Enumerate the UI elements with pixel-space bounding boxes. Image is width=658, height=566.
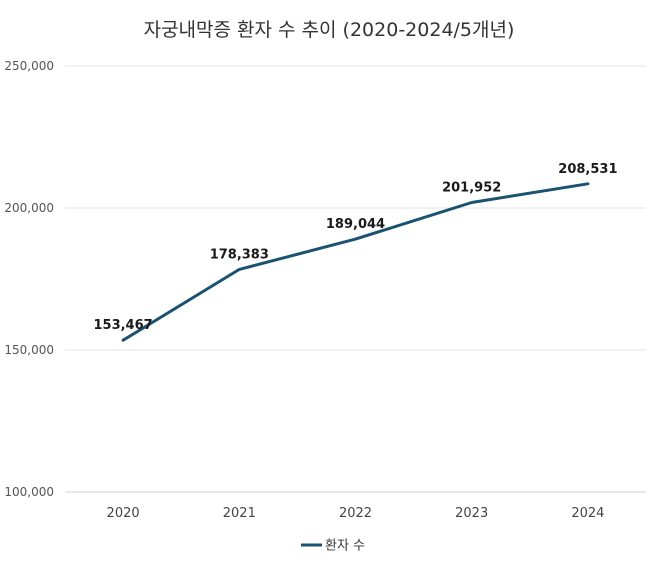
- x-axis-ticks: 2020 2021 2022 2023 2024: [107, 506, 605, 521]
- y-tick-label: 100,000: [4, 485, 54, 499]
- x-tick-label-2021: 2021: [223, 506, 256, 521]
- data-label-2022: 189,044: [326, 217, 385, 232]
- legend: 환자 수: [301, 539, 365, 554]
- x-tick-label-2024: 2024: [571, 506, 604, 521]
- series-line: [121, 182, 590, 342]
- y-tick-label: 250,000: [4, 59, 54, 73]
- data-label-2024: 208,531: [558, 162, 617, 177]
- legend-label: 환자 수: [325, 539, 365, 554]
- chart-title: 자궁내막증 환자 수 추이 (2020-2024/5개년): [144, 19, 515, 41]
- y-tick-label: 200,000: [4, 201, 54, 215]
- x-tick-label-2022: 2022: [339, 506, 372, 521]
- data-label-2023: 201,952: [442, 180, 501, 195]
- data-label-2021: 178,383: [210, 247, 269, 262]
- series-layer: [121, 182, 590, 342]
- data-labels: 153,467 178,383 189,044 201,952 208,531: [93, 162, 617, 333]
- data-label-2020: 153,467: [93, 318, 152, 333]
- x-tick-label-2020: 2020: [107, 506, 140, 521]
- y-tick-label: 150,000: [4, 343, 54, 357]
- y-axis-ticks: 100,000 150,000 200,000 250,000: [4, 59, 54, 499]
- x-tick-label-2023: 2023: [455, 506, 488, 521]
- grid-lines: [65, 65, 646, 493]
